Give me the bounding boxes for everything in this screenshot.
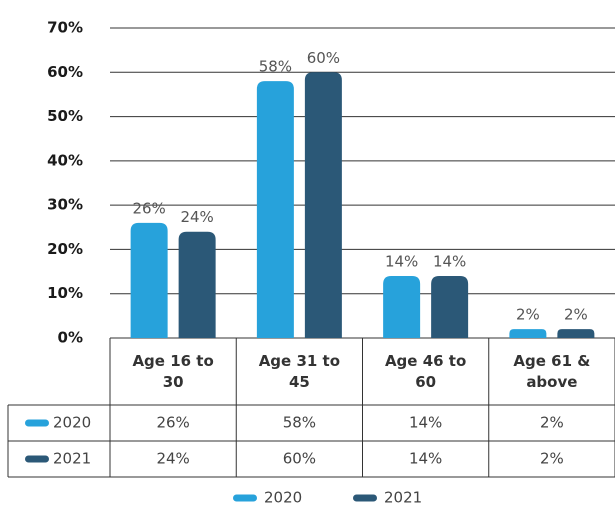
- y-tick-label: 60%: [47, 63, 83, 81]
- table-cell: 60%: [283, 450, 316, 468]
- category-cell: Age 31 to 45: [258, 351, 341, 391]
- y-tick-label: 40%: [47, 151, 83, 169]
- legend-swatch: [233, 494, 257, 502]
- legend-label: 2020: [264, 489, 302, 507]
- row-header: 2020: [53, 414, 91, 432]
- category-cell: Age 46 to 60: [384, 351, 467, 391]
- table-cell: 14%: [409, 414, 442, 432]
- x-tick-label: Age 31 to 45: [258, 351, 341, 391]
- value-label: 14%: [385, 253, 418, 271]
- x-tick-label: Age 46 to 60: [384, 351, 467, 391]
- value-label: 60%: [307, 49, 340, 67]
- legend-swatch: [353, 494, 377, 502]
- table-cell: 26%: [156, 414, 189, 432]
- bar: [256, 81, 294, 339]
- table-cell: 24%: [156, 450, 189, 468]
- y-tick-label: 30%: [47, 196, 83, 214]
- bar: [383, 276, 421, 338]
- legend-swatch: [25, 419, 49, 427]
- y-tick-label: 0%: [58, 329, 83, 347]
- y-tick-label: 50%: [47, 107, 83, 125]
- y-tick-label: 10%: [47, 284, 83, 302]
- bar: [431, 276, 469, 338]
- value-label: 2%: [564, 306, 588, 324]
- table-cell: 2%: [540, 450, 564, 468]
- bar: [509, 329, 547, 338]
- category-cell: Age 16 to 30: [132, 351, 214, 391]
- value-label: 14%: [433, 253, 466, 271]
- value-label: 2%: [516, 306, 540, 324]
- bar: [304, 72, 342, 339]
- category-cell: Age 61 & above: [513, 351, 591, 391]
- value-label: 26%: [132, 199, 165, 217]
- value-label: 24%: [180, 208, 213, 226]
- bar: [557, 329, 595, 338]
- table-cell: 2%: [540, 414, 564, 432]
- bar: [178, 231, 216, 338]
- y-tick-label: 20%: [47, 240, 83, 258]
- bar: [130, 222, 168, 338]
- legend-swatch: [25, 455, 49, 463]
- table-cell: 58%: [283, 414, 316, 432]
- table-cell: 14%: [409, 450, 442, 468]
- x-tick-label: Age 61 & above: [513, 351, 591, 391]
- legend-label: 2021: [384, 489, 422, 507]
- row-header: 2021: [53, 450, 91, 468]
- x-tick-label: Age 16 to 30: [132, 351, 214, 391]
- value-label: 58%: [259, 58, 292, 76]
- y-tick-label: 70%: [47, 19, 83, 37]
